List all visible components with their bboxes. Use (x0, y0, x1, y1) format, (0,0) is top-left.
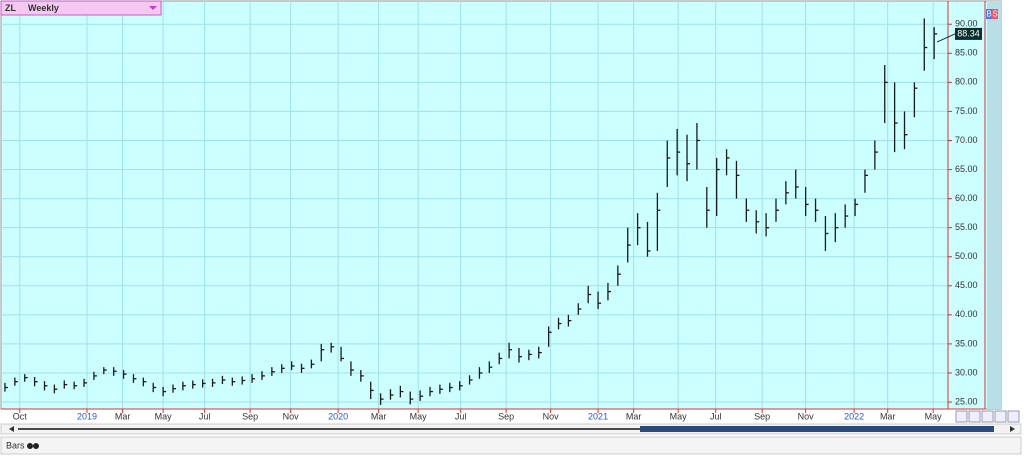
interval: Weekly (28, 3, 59, 13)
x-tick-label: 2021 (588, 411, 608, 421)
y-tick-label: 45.00 (955, 280, 978, 290)
tool-button[interactable] (968, 410, 981, 423)
y-tick-label: 25.00 (955, 396, 978, 406)
tool-button[interactable] (981, 410, 994, 423)
y-tick-label: 75.00 (955, 106, 978, 116)
x-tick-label: Oct (13, 411, 28, 421)
scroll-left[interactable] (9, 426, 14, 432)
y-tick-label: 40.00 (955, 309, 978, 319)
x-tick-label: May (410, 411, 428, 421)
x-tick-label: Nov (543, 411, 560, 421)
dropdown-arrow[interactable] (149, 6, 157, 10)
x-tick-label: Jul (710, 411, 722, 421)
y-tick-label: 50.00 (955, 251, 978, 261)
y-tick-label: 30.00 (955, 367, 978, 377)
y-tick-label: 35.00 (955, 338, 978, 348)
tool-button[interactable] (994, 410, 1007, 423)
plot-background (0, 0, 1002, 410)
tool-button[interactable] (1007, 410, 1020, 423)
symbol: ZL (5, 3, 16, 13)
x-tick-label: May (155, 411, 173, 421)
scroll-thumb[interactable] (640, 426, 994, 432)
y-tick-label: 65.00 (955, 164, 978, 174)
x-tick-label: 2019 (77, 411, 97, 421)
x-tick-label: May (925, 411, 943, 421)
x-tick-label: Jul (455, 411, 467, 421)
x-tick-label: Sep (498, 411, 514, 421)
x-tick-label: Mar (880, 411, 896, 421)
y-tick-label: 80.00 (955, 77, 978, 87)
y-tick-label: 85.00 (955, 48, 978, 58)
tool-button[interactable] (955, 410, 968, 423)
y-tick-label: 60.00 (955, 193, 978, 203)
x-tick-label: 2020 (328, 411, 348, 421)
x-tick-label: 2022 (844, 411, 864, 421)
toolbar (955, 410, 1020, 423)
scale-strip (987, 1, 1001, 409)
x-tick-label: May (670, 411, 688, 421)
x-tick-label: Nov (798, 411, 815, 421)
x-tick-label: Sep (242, 411, 258, 421)
y-tick-label: 70.00 (955, 135, 978, 145)
y-tick-label: 90.00 (955, 19, 978, 29)
bar-style: Bars (6, 440, 25, 450)
sell-button[interactable] (992, 9, 998, 19)
toggle-icon[interactable] (33, 443, 39, 449)
symbol-selector[interactable] (0, 0, 162, 16)
last-price: 88.34 (957, 28, 980, 38)
buy-label: B (986, 10, 991, 19)
axis-labels: 25.00 30.00 35.00 40.00 45.00 50.00 55.00 60.00… (13, 19, 982, 421)
last-price-box (955, 27, 982, 40)
x-tick-label: Mar (115, 411, 131, 421)
x-tick-label: Mar (371, 411, 387, 421)
toggle-icon[interactable] (27, 443, 33, 449)
y-tick-label: 55.00 (955, 222, 978, 232)
scroll-right[interactable] (1010, 426, 1015, 432)
x-tick-label: Mar (626, 411, 642, 421)
x-tick-label: Nov (283, 411, 300, 421)
bars (4, 18, 938, 405)
last-price-connector (936, 33, 956, 43)
sell-label: S (992, 10, 997, 19)
bottom-bar (0, 436, 1022, 455)
grid (1, 1, 948, 409)
x-tick-label: Jul (199, 411, 211, 421)
x-tick-label: Sep (754, 411, 770, 421)
buy-button[interactable] (986, 9, 992, 19)
